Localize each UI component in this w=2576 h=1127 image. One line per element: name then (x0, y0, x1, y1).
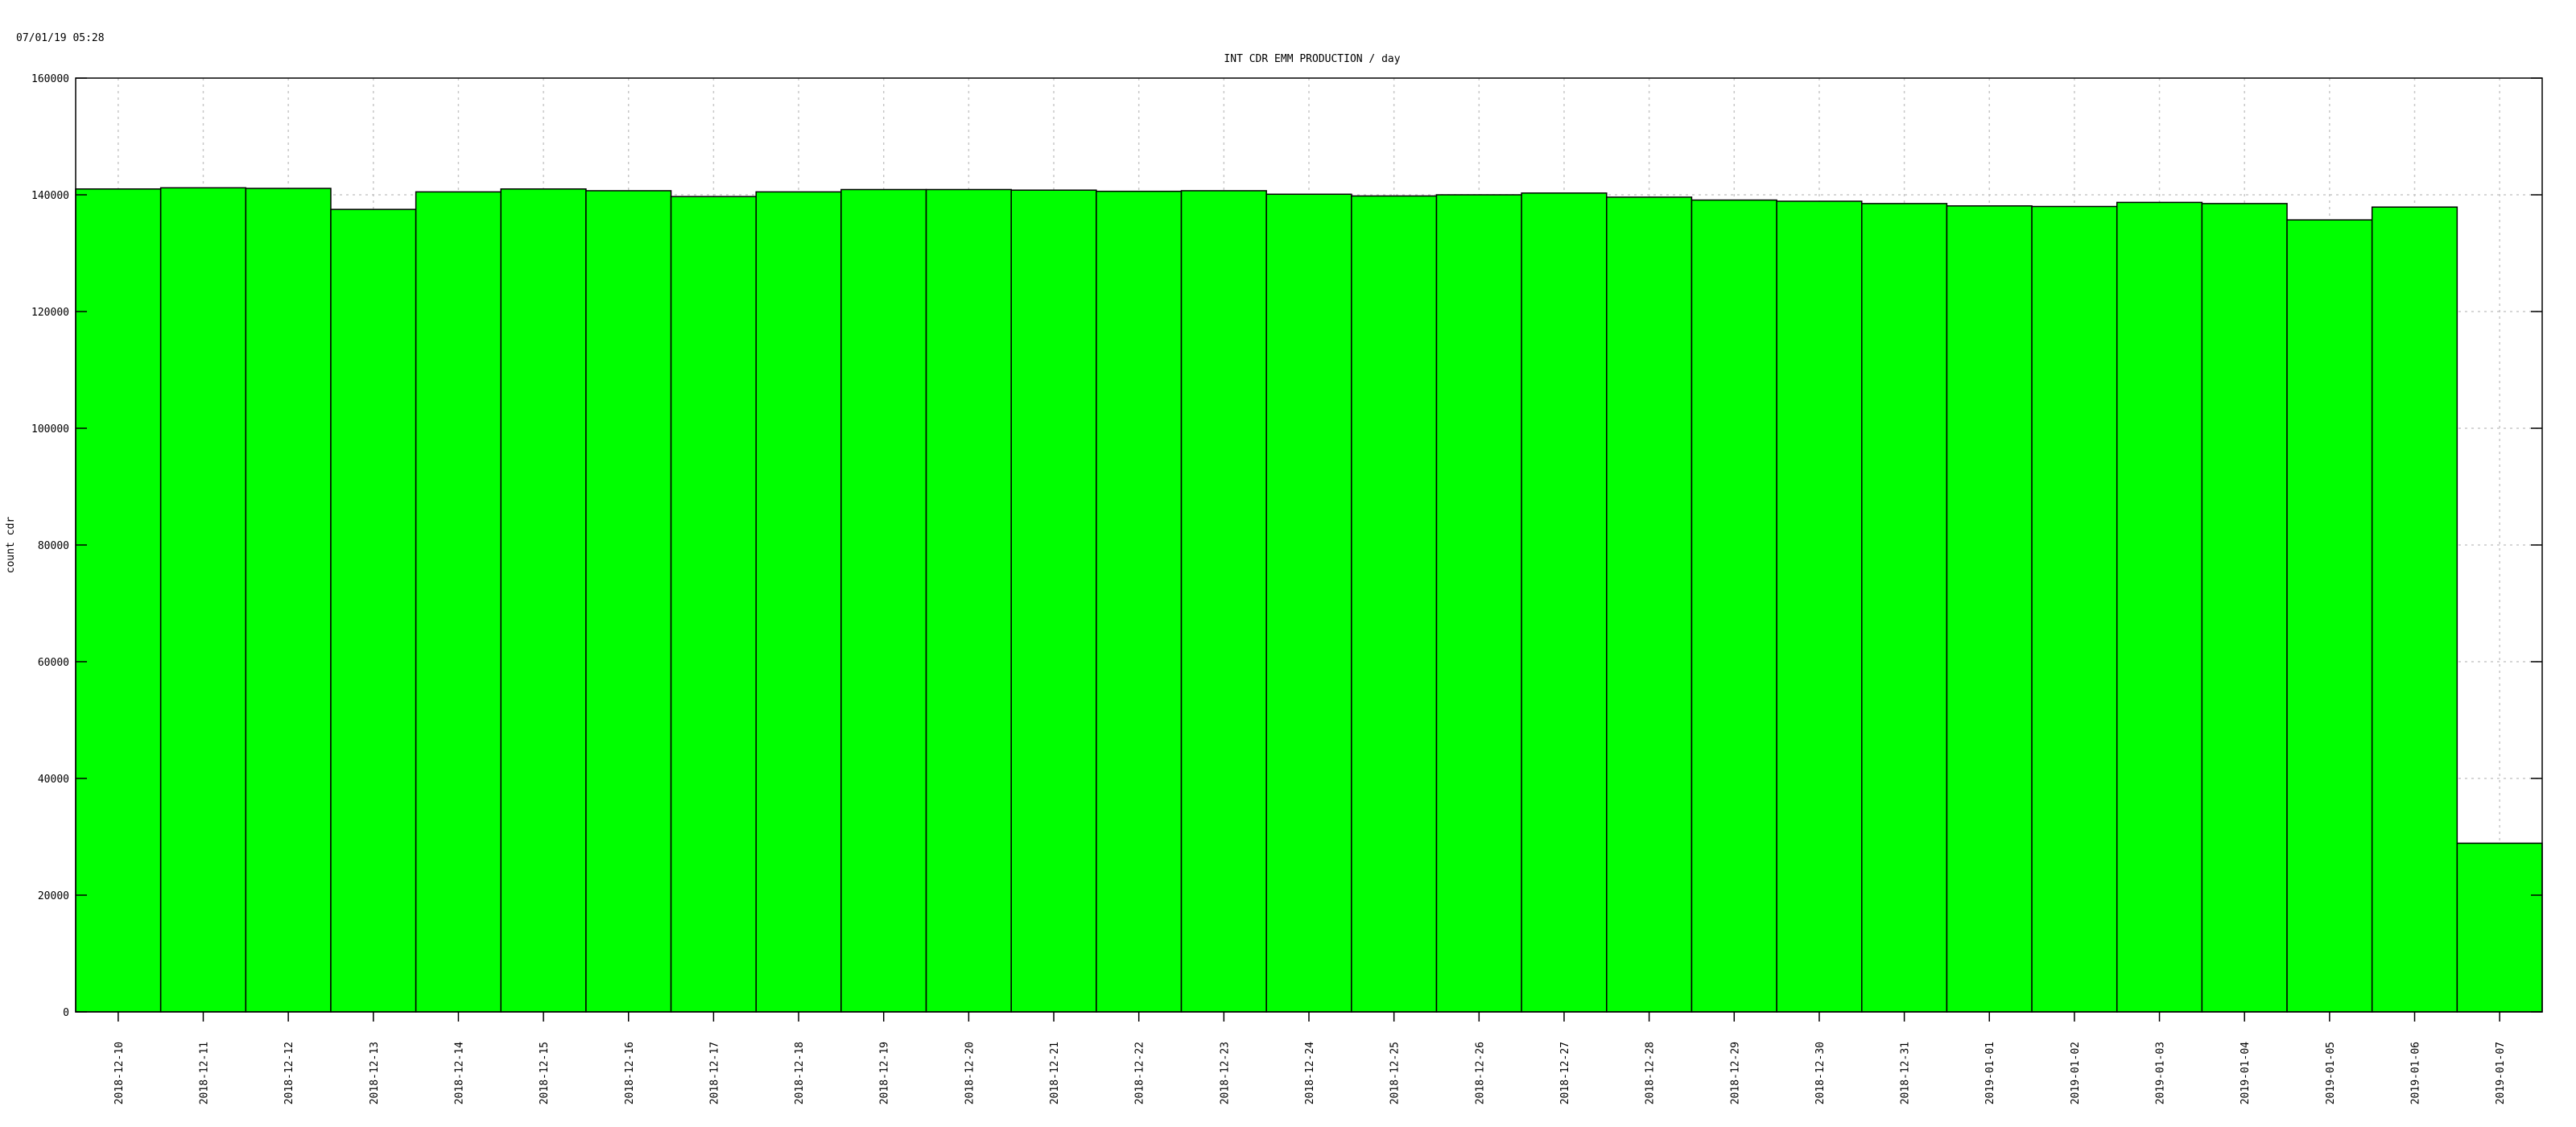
x-tick-label: 2018-12-19 (879, 1042, 891, 1104)
bar (159, 187, 247, 1013)
x-tick-label: 2018-12-15 (539, 1042, 551, 1104)
bar (1351, 195, 1438, 1013)
bar (1265, 193, 1352, 1013)
y-axis-label: count cdr (5, 517, 17, 574)
x-tick-label: 2018-12-18 (794, 1042, 806, 1104)
x-tick-label: 2018-12-11 (198, 1042, 210, 1104)
y-tick-label: 40000 (38, 774, 69, 786)
x-tick-label: 2018-12-29 (1729, 1042, 1741, 1104)
y-tick-label: 0 (63, 1007, 69, 1019)
x-tick-label: 2018-12-21 (1049, 1042, 1061, 1104)
x-tick-label: 2018-12-27 (1559, 1042, 1571, 1104)
bar (2201, 203, 2288, 1013)
x-tick-label: 2018-12-25 (1389, 1042, 1402, 1104)
bar (2371, 206, 2458, 1013)
bar (2031, 205, 2118, 1013)
x-tick-label: 2019-01-03 (2155, 1042, 2167, 1104)
x-tick-label: 2018-12-13 (369, 1042, 381, 1104)
y-tick-label: 120000 (31, 307, 69, 319)
bar (1521, 192, 1608, 1013)
bars-layer (75, 187, 2543, 1013)
bar (2286, 219, 2373, 1013)
x-tick-label: 2018-12-14 (453, 1042, 465, 1104)
bar (415, 191, 502, 1013)
x-tick-label: 2018-12-24 (1304, 1042, 1316, 1104)
x-tick-label: 2018-12-22 (1134, 1042, 1146, 1104)
bar (670, 196, 757, 1013)
x-tick-label: 2019-01-06 (2410, 1042, 2422, 1104)
y-tick-label: 20000 (38, 890, 69, 902)
bar (1180, 190, 1267, 1013)
x-tick-label: 2018-12-10 (114, 1042, 126, 1104)
timestamp-label: 07/01/19 05:28 (16, 32, 105, 44)
labels-layer: 0 20000 40000 60000 80000 100000 120000 140000 1… (31, 73, 2507, 1104)
bar (1861, 203, 1948, 1013)
bar (1690, 199, 1777, 1013)
x-tick-label: 2018-12-16 (624, 1042, 636, 1104)
axes-layer (75, 77, 2543, 1022)
bar (1096, 190, 1183, 1013)
x-tick-label: 2018-12-30 (1814, 1042, 1827, 1104)
x-tick-label: 2018-12-31 (1900, 1042, 1912, 1104)
x-tick-label: 2019-01-04 (2240, 1042, 2252, 1104)
bar (245, 188, 332, 1013)
bar (330, 208, 417, 1013)
y-tick-label: 100000 (31, 423, 69, 436)
x-tick-label: 2019-01-05 (2325, 1042, 2337, 1104)
bar (1435, 194, 1522, 1013)
y-tick-label: 160000 (31, 73, 69, 85)
bar (585, 190, 672, 1013)
y-tick-label: 80000 (38, 540, 69, 552)
bar (2456, 842, 2543, 1013)
bar (1946, 205, 2033, 1013)
x-tick-label: 2019-01-02 (2070, 1042, 2082, 1104)
bar (1606, 196, 1693, 1013)
y-tick-label: 60000 (38, 657, 69, 669)
y-tick-label: 140000 (31, 190, 69, 202)
x-tick-label: 2018-12-17 (708, 1042, 720, 1104)
bar (1010, 189, 1097, 1013)
bar (840, 188, 927, 1013)
x-tick-label: 2018-12-26 (1474, 1042, 1486, 1104)
x-tick-label: 2019-01-07 (2495, 1042, 2507, 1104)
bar (925, 188, 1012, 1013)
plot-frame (75, 77, 2543, 1013)
chart-title: INT CDR EMM PRODUCTION / day (1224, 53, 1400, 65)
x-tick-label: 2018-12-20 (964, 1042, 976, 1104)
x-tick-label: 2018-12-28 (1645, 1042, 1657, 1104)
x-tick-label: 2018-12-12 (283, 1042, 295, 1104)
bar (500, 188, 587, 1013)
x-tick-label: 2019-01-01 (1984, 1042, 1996, 1104)
bar (2116, 201, 2203, 1013)
bar (1776, 200, 1863, 1013)
bar (755, 191, 842, 1013)
bar (75, 188, 162, 1013)
x-tick-label: 2018-12-23 (1219, 1042, 1231, 1104)
